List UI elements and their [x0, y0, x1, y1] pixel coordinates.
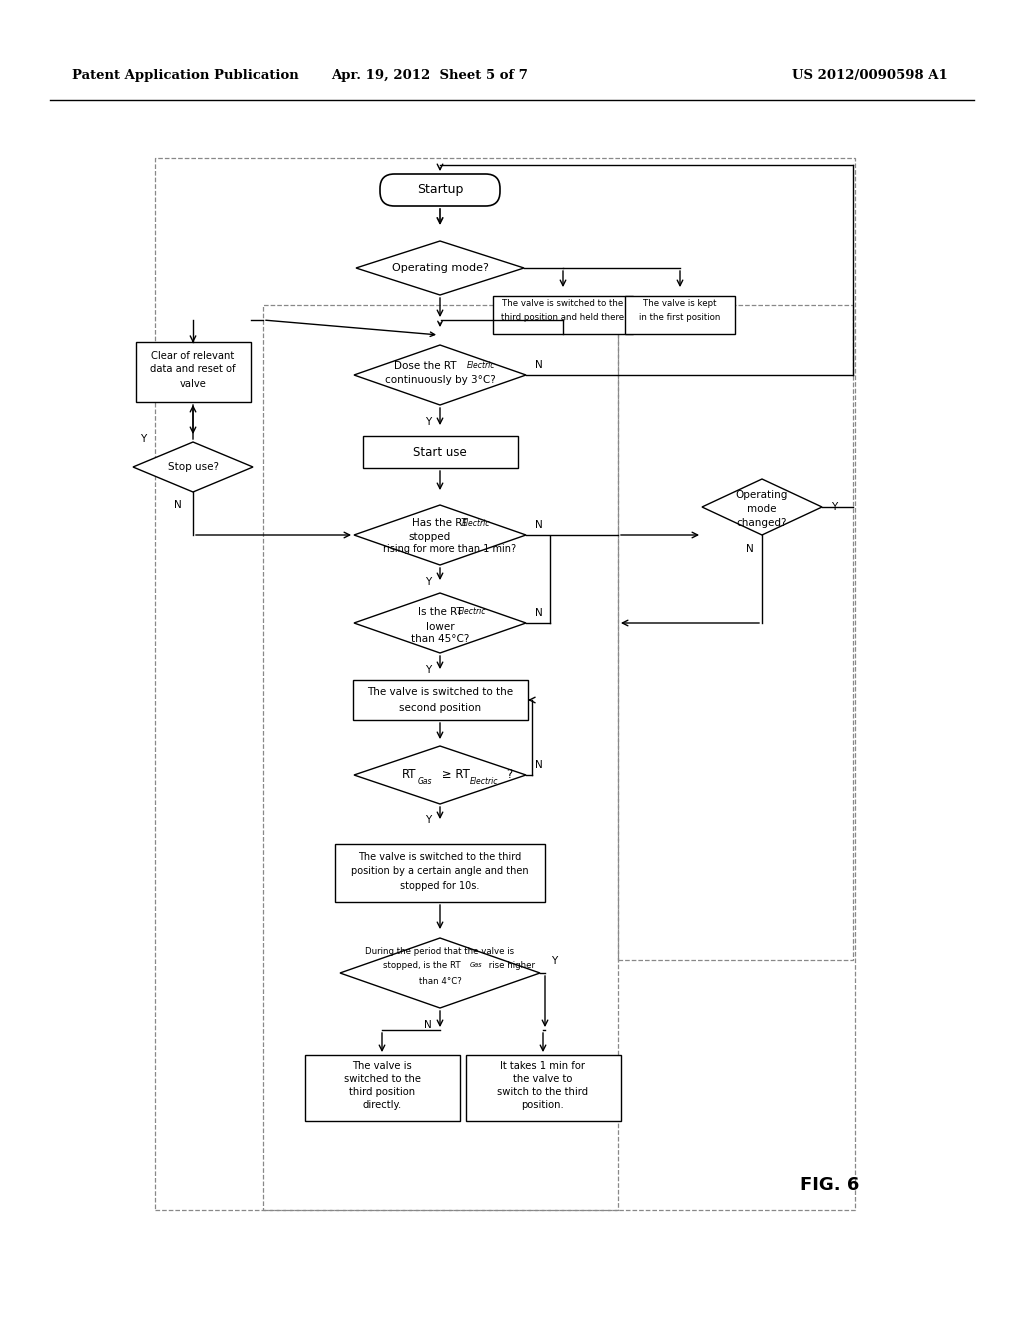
Bar	[362, 436, 517, 469]
Text: Clear of relevant: Clear of relevant	[152, 351, 234, 360]
Text: N: N	[536, 520, 543, 531]
Polygon shape	[340, 939, 540, 1008]
Polygon shape	[702, 479, 822, 535]
Text: lower: lower	[426, 622, 455, 632]
Text: Gas: Gas	[470, 962, 482, 968]
Text: Electric: Electric	[467, 362, 496, 371]
Text: ≥ RT: ≥ RT	[438, 768, 470, 781]
Text: Patent Application Publication: Patent Application Publication	[72, 69, 299, 82]
Text: continuously by 3°C?: continuously by 3°C?	[385, 375, 496, 385]
Text: rising for more than 1 min?: rising for more than 1 min?	[383, 544, 516, 554]
Text: Y: Y	[140, 434, 146, 444]
Text: Y: Y	[425, 577, 431, 587]
Text: The valve is switched to the: The valve is switched to the	[503, 300, 624, 309]
Text: stopped: stopped	[409, 532, 452, 543]
Text: directly.: directly.	[362, 1100, 401, 1110]
Text: position by a certain angle and then: position by a certain angle and then	[351, 866, 528, 876]
Bar	[155, 158, 855, 1210]
Text: Y: Y	[425, 814, 431, 825]
Bar	[135, 342, 251, 403]
Text: Gas: Gas	[418, 777, 432, 787]
Text: switched to the: switched to the	[343, 1074, 421, 1084]
Text: data and reset of: data and reset of	[151, 364, 236, 374]
Text: Y: Y	[551, 956, 557, 966]
FancyBboxPatch shape	[380, 174, 500, 206]
Text: Y: Y	[425, 417, 431, 426]
Text: rise higher: rise higher	[486, 961, 535, 969]
Text: Y: Y	[830, 502, 838, 512]
Text: stopped, is the RT: stopped, is the RT	[383, 961, 461, 969]
Text: Y: Y	[425, 665, 431, 675]
Text: RT: RT	[402, 768, 417, 781]
Text: Operating mode?: Operating mode?	[391, 263, 488, 273]
Text: During the period that the valve is: During the period that the valve is	[366, 946, 515, 956]
Text: N: N	[174, 500, 182, 510]
Text: valve: valve	[179, 379, 207, 389]
Polygon shape	[354, 345, 526, 405]
Polygon shape	[354, 506, 526, 565]
Text: The valve is switched to the: The valve is switched to the	[367, 686, 513, 697]
Text: mode: mode	[748, 504, 777, 513]
Text: Has the RT: Has the RT	[412, 517, 468, 528]
Text: in the first position: in the first position	[639, 313, 721, 322]
Text: Startup: Startup	[417, 183, 463, 197]
Polygon shape	[356, 242, 524, 294]
Text: position.: position.	[521, 1100, 564, 1110]
Text: than 45°C?: than 45°C?	[411, 634, 469, 644]
Text: It takes 1 min for: It takes 1 min for	[501, 1061, 586, 1071]
Text: Apr. 19, 2012  Sheet 5 of 7: Apr. 19, 2012 Sheet 5 of 7	[332, 69, 528, 82]
Text: ?: ?	[506, 768, 512, 781]
Text: Operating: Operating	[736, 490, 788, 500]
Bar	[493, 296, 633, 334]
Polygon shape	[354, 746, 526, 804]
Bar	[263, 305, 618, 1210]
Text: N: N	[746, 544, 754, 554]
Text: switch to the third: switch to the third	[498, 1086, 589, 1097]
Text: The valve is switched to the third: The valve is switched to the third	[358, 851, 521, 862]
Text: N: N	[536, 760, 543, 770]
Bar	[625, 296, 735, 334]
Text: third position and held there: third position and held there	[502, 313, 625, 322]
Text: third position: third position	[349, 1086, 415, 1097]
Text: the valve to: the valve to	[513, 1074, 572, 1084]
Text: changed?: changed?	[736, 517, 787, 528]
Text: Electric: Electric	[470, 777, 499, 787]
Text: Dose the RT: Dose the RT	[394, 360, 457, 371]
Text: Electric: Electric	[462, 519, 490, 528]
Text: N: N	[536, 609, 543, 618]
Text: The valve is kept: The valve is kept	[643, 300, 717, 309]
Polygon shape	[133, 442, 253, 492]
Text: N: N	[536, 360, 543, 370]
Text: Electric: Electric	[458, 607, 486, 616]
Text: Start use: Start use	[413, 446, 467, 458]
Bar	[335, 843, 545, 902]
Text: than 4°C?: than 4°C?	[419, 977, 462, 986]
Text: second position: second position	[399, 704, 481, 713]
Text: stopped for 10s.: stopped for 10s.	[400, 880, 479, 891]
Text: The valve is: The valve is	[352, 1061, 412, 1071]
Text: N: N	[424, 1020, 432, 1030]
Text: US 2012/0090598 A1: US 2012/0090598 A1	[793, 69, 948, 82]
Bar	[618, 305, 853, 960]
Bar	[466, 1055, 621, 1121]
Text: Is the RT: Is the RT	[418, 607, 463, 616]
Polygon shape	[354, 593, 526, 653]
Bar	[304, 1055, 460, 1121]
Text: Stop use?: Stop use?	[168, 462, 218, 473]
Text: FIG. 6: FIG. 6	[801, 1176, 860, 1195]
Bar	[352, 680, 527, 719]
